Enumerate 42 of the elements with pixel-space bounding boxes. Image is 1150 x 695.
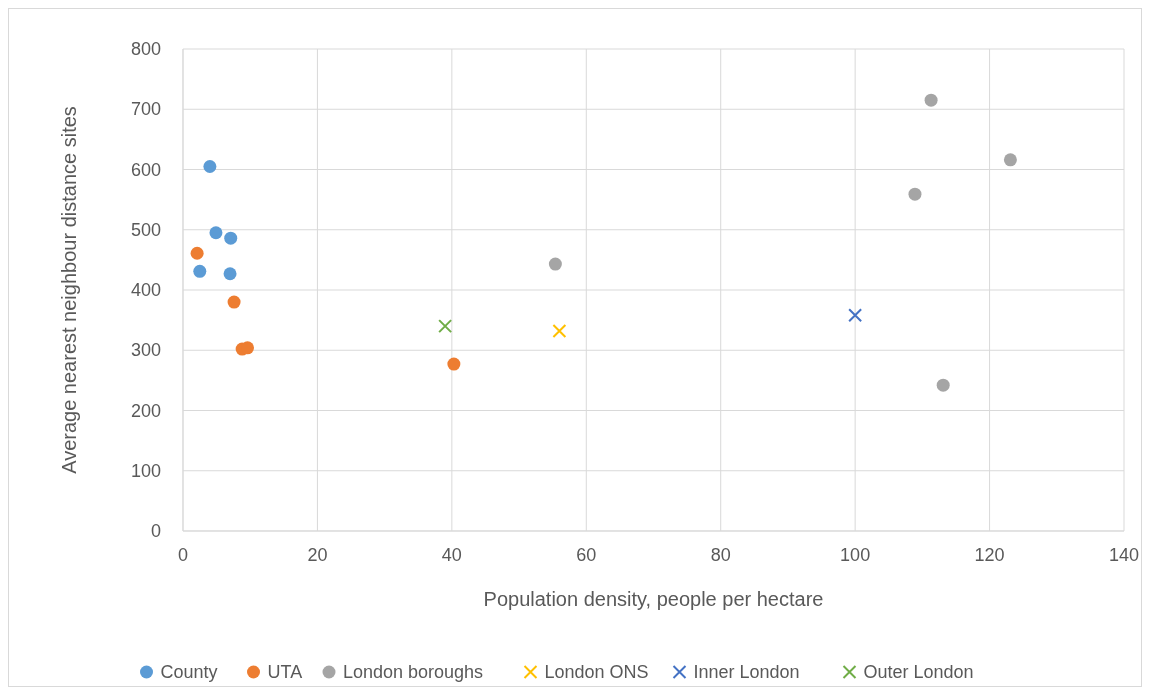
y-tick-label: 800 — [130, 39, 161, 59]
point — [193, 264, 207, 278]
point — [209, 226, 223, 240]
point — [548, 257, 562, 271]
y-tick-label: 700 — [130, 99, 161, 120]
x-tick-label: 20 — [307, 545, 328, 565]
point — [227, 295, 241, 309]
point — [224, 231, 238, 245]
y-tick-label: 100 — [130, 460, 161, 481]
y-tick-label: 300 — [130, 340, 161, 361]
point — [936, 378, 950, 392]
x-tick-label: 0 — [177, 545, 189, 565]
legend-label: Inner London — [693, 662, 800, 682]
y-axis-title: Average nearest neighbour distance sites — [58, 106, 80, 474]
x-tick-label: 140 — [1108, 545, 1140, 565]
x-axis-title: Population density, people per hectare — [483, 588, 824, 610]
point — [241, 341, 255, 355]
x-tick-label: 40 — [441, 545, 462, 565]
x-tick-label: 60 — [576, 545, 597, 565]
point — [552, 323, 567, 338]
legend-label: Outer London — [863, 662, 974, 682]
point — [848, 308, 863, 323]
point — [908, 187, 922, 201]
x-tick-label: 80 — [710, 545, 731, 565]
point — [223, 267, 237, 281]
y-tick-label: 400 — [130, 280, 161, 300]
legend-label: County — [160, 662, 218, 682]
y-tick-label: 600 — [130, 159, 161, 180]
legend-label: London boroughs — [343, 662, 484, 682]
point — [924, 93, 938, 107]
x-tick-label: 120 — [974, 545, 1005, 565]
point — [1003, 153, 1017, 167]
point — [438, 319, 453, 334]
point — [190, 246, 204, 260]
y-tick-label: 500 — [130, 219, 161, 240]
x-tick-label: 100 — [840, 545, 871, 565]
legend-label: London ONS — [544, 662, 649, 682]
y-tick-label: 0 — [150, 521, 161, 541]
point — [203, 159, 217, 173]
legend-label: UTA — [267, 662, 303, 682]
point — [447, 357, 461, 371]
y-tick-label: 200 — [130, 400, 161, 421]
